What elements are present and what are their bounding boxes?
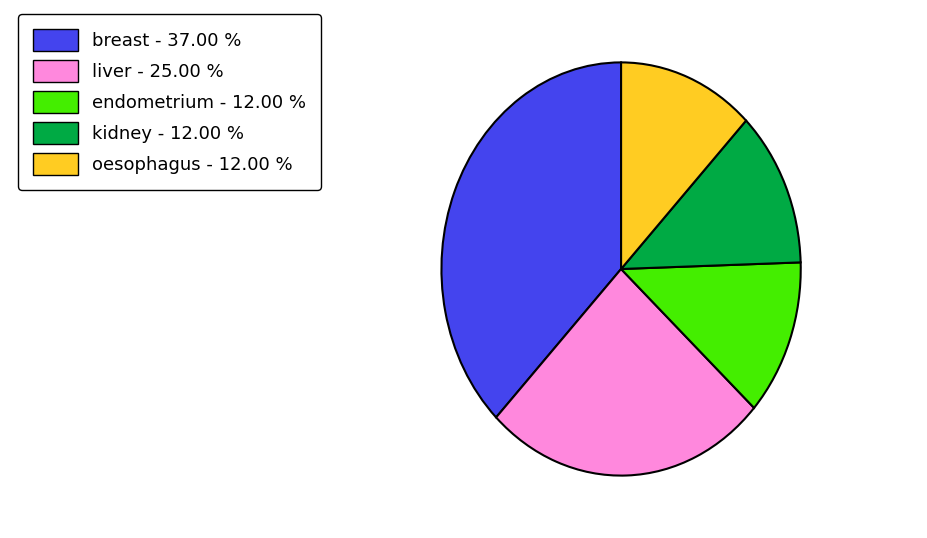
Legend: breast - 37.00 %, liver - 25.00 %, endometrium - 12.00 %, kidney - 12.00 %, oeso: breast - 37.00 %, liver - 25.00 %, endom…	[19, 15, 321, 189]
Wedge shape	[441, 62, 621, 417]
Wedge shape	[496, 269, 754, 476]
Wedge shape	[621, 263, 801, 408]
Wedge shape	[621, 121, 801, 269]
Wedge shape	[621, 62, 746, 269]
